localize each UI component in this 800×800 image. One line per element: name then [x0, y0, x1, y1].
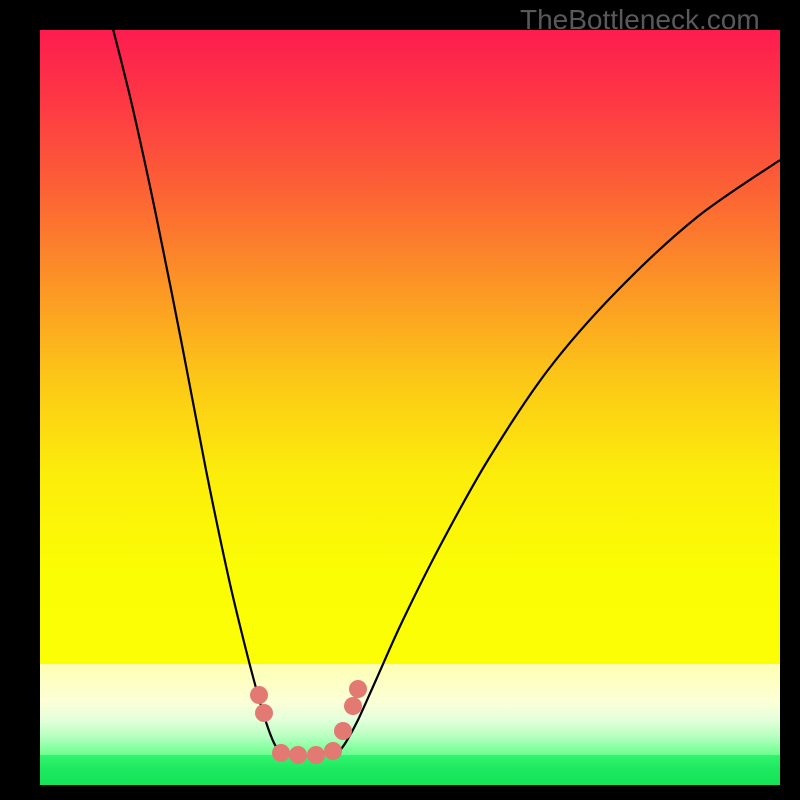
curve-layer [40, 30, 780, 785]
marker-group [250, 680, 367, 764]
marker-dot [272, 744, 290, 762]
marker-dot [289, 746, 307, 764]
plot-area [40, 30, 780, 785]
marker-dot [344, 697, 362, 715]
marker-dot [324, 742, 342, 760]
curve-left [112, 25, 281, 753]
curve-right [338, 160, 780, 753]
marker-dot [250, 686, 268, 704]
marker-dot [307, 746, 325, 764]
watermark-text: TheBottleneck.com [520, 4, 760, 36]
marker-dot [349, 680, 367, 698]
chart-canvas: TheBottleneck.com [0, 0, 800, 800]
marker-dot [334, 722, 352, 740]
marker-dot [255, 704, 273, 722]
